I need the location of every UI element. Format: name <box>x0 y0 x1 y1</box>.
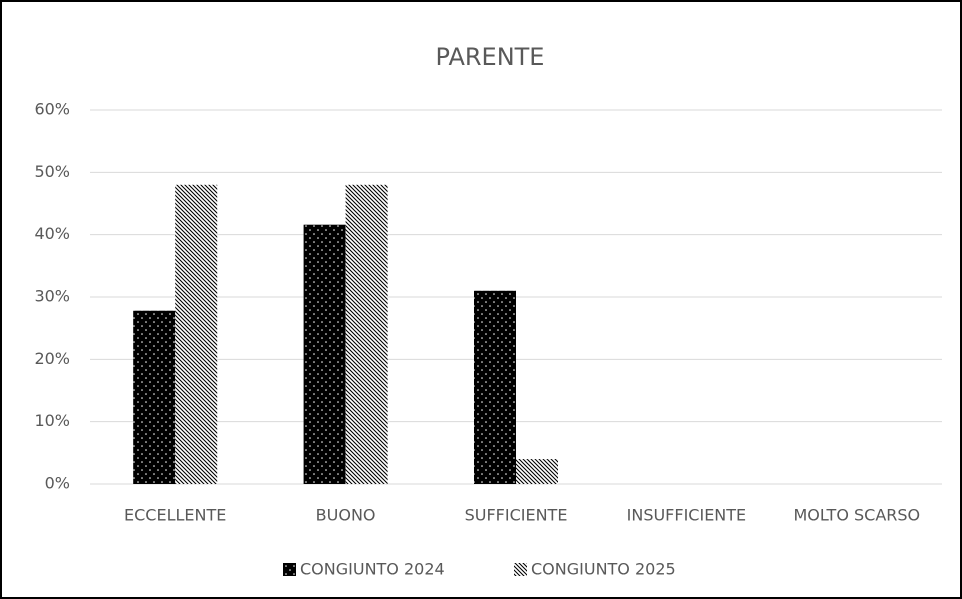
legend-label: CONGIUNTO 2024 <box>300 560 445 579</box>
legend-marker <box>514 563 527 576</box>
x-tick-label: ECCELLENTE <box>124 506 226 525</box>
x-tick-label: BUONO <box>316 506 376 525</box>
bar <box>345 184 388 485</box>
y-tick-label: 0% <box>45 474 70 493</box>
y-tick-label: 60% <box>34 100 70 119</box>
x-tick-label: INSUFFICIENTE <box>627 506 747 525</box>
y-tick-label: 40% <box>34 224 70 243</box>
y-tick-label: 10% <box>34 411 70 430</box>
legend-label: CONGIUNTO 2025 <box>531 560 676 579</box>
chart-title: PARENTE <box>436 43 545 71</box>
bar <box>516 459 558 484</box>
bar <box>133 310 176 484</box>
x-tick-label: MOLTO SCARSO <box>793 506 920 525</box>
y-tick-label: 30% <box>34 287 70 306</box>
legend-marker <box>283 563 296 576</box>
bar <box>474 290 516 484</box>
bar <box>175 184 218 485</box>
y-tick-label: 50% <box>34 162 70 181</box>
x-tick-label: SUFFICIENTE <box>465 506 568 525</box>
bar <box>303 224 346 484</box>
y-tick-label: 20% <box>34 349 70 368</box>
